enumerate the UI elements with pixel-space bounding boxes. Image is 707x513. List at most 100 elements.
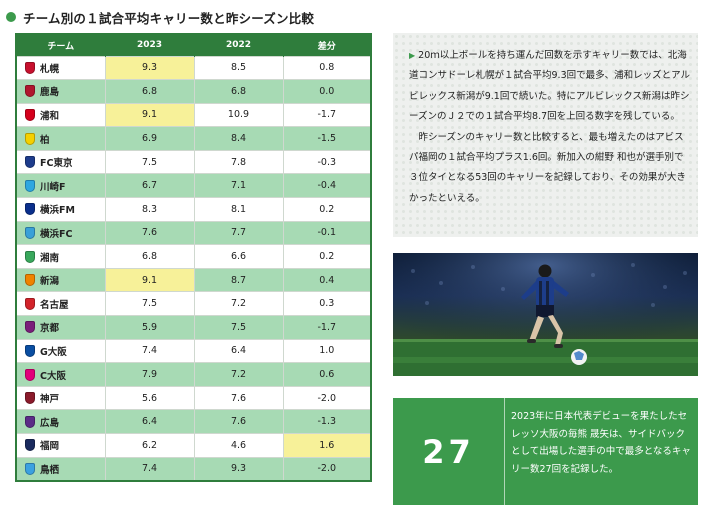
diff-cell: -1.3 [282,409,371,434]
team-cell: 湘南 [15,244,105,269]
value-2022-cell: 7.5 [193,315,283,340]
table-row: 横浜FC 7.6 7.7 -0.1 [15,220,371,245]
value-2023-cell: 9.3 [104,55,194,80]
team-crest-icon [25,297,35,310]
table-row: 札幌 9.3 8.5 0.8 [15,55,371,80]
stat-number-box: 27 [393,398,505,505]
diff-cell: 0.2 [282,244,371,269]
table-row: FC東京 7.5 7.8 -0.3 [15,149,371,174]
value-2023-cell: 6.8 [104,244,194,269]
value-2022-cell: 9.3 [193,456,283,481]
value-2022-cell: 7.2 [193,291,283,316]
value-2023-cell: 7.4 [104,338,194,363]
table-row: 名古屋 7.5 7.2 0.3 [15,291,371,316]
table-row: 神戸 5.6 7.6 -2.0 [15,385,371,410]
stat-number: 27 [422,432,475,471]
soccer-player-photo [393,253,698,376]
value-2022-cell: 7.7 [193,220,283,245]
value-2022-cell: 8.7 [193,267,283,292]
team-name: 京都 [40,323,60,335]
diff-cell: -0.1 [282,220,371,245]
value-2023-cell: 6.4 [104,409,194,434]
diff-cell: 0.2 [282,197,371,222]
team-crest-icon [25,156,35,169]
table-row: 京都 5.9 7.5 -1.7 [15,315,371,340]
team-name: C大阪 [40,370,66,382]
team-cell: C大阪 [15,362,105,387]
team-crest-icon [25,392,35,405]
team-crest-icon [25,321,35,334]
team-cell: 神戸 [15,385,105,410]
diff-cell: -2.0 [282,456,371,481]
team-cell: 広島 [15,409,105,434]
team-cell: FC東京 [15,149,105,174]
value-2023-cell: 7.6 [104,220,194,245]
diff-cell: -1.7 [282,315,371,340]
value-2022-cell: 6.4 [193,338,283,363]
diff-cell: 0.3 [282,291,371,316]
team-crest-icon [25,203,35,216]
value-2023-cell: 8.3 [104,197,194,222]
value-2022-cell: 4.6 [193,433,283,458]
table-row: 広島 6.4 7.6 -1.3 [15,409,371,434]
value-2023-cell: 5.6 [104,385,194,410]
team-crest-icon [25,368,35,381]
team-name: 広島 [40,417,60,429]
team-cell: 名古屋 [15,291,105,316]
value-2023-cell: 6.7 [104,173,194,198]
team-name: 横浜FC [40,228,73,240]
table-row: 湘南 6.8 6.6 0.2 [15,244,371,269]
team-name: 浦和 [40,110,60,122]
title-bullet-icon [6,12,16,22]
table-row: 鹿島 6.8 6.8 0.0 [15,79,371,104]
team-name: 新潟 [40,276,60,288]
team-cell: 川崎F [15,173,105,198]
team-cell: 柏 [15,126,105,151]
diff-cell: -0.3 [282,149,371,174]
value-2022-cell: 6.6 [193,244,283,269]
team-name: 川崎F [40,181,66,193]
photo-illustration [393,253,698,376]
value-2023-cell: 6.2 [104,433,194,458]
team-crest-icon [25,179,35,192]
team-name: FC東京 [40,158,73,170]
team-name: 鹿島 [40,87,60,99]
value-2023-cell: 6.9 [104,126,194,151]
team-crest-icon [25,250,35,263]
team-crest-icon [25,462,35,475]
team-name: 神戸 [40,394,60,406]
page-title: チーム別の１試合平均キャリー数と昨シーズン比較 [23,10,315,26]
value-2023-cell: 7.5 [104,149,194,174]
team-name: 札幌 [40,63,60,75]
team-cell: 札幌 [15,55,105,80]
value-2022-cell: 7.1 [193,173,283,198]
diff-cell: -2.0 [282,385,371,410]
team-name: 名古屋 [40,299,69,311]
value-2022-cell: 8.1 [193,197,283,222]
header-2023: 2023 [104,34,194,56]
value-2022-cell: 8.5 [193,55,283,80]
team-name: 湘南 [40,252,60,264]
table-row: 新潟 9.1 8.7 0.4 [15,267,371,292]
team-cell: 福岡 [15,433,105,458]
table-row: 柏 6.9 8.4 -1.5 [15,126,371,151]
team-cell: 鳥栖 [15,456,105,481]
article-panel: ▶ 20ｍ以上ボールを持ち運んだ回数を示すキャリー数では、北海道コンサドーレ札幌が… [393,33,698,237]
value-2023-cell: 7.9 [104,362,194,387]
title-row: チーム別の１試合平均キャリー数と昨シーズン比較 [6,6,314,28]
value-2022-cell: 7.2 [193,362,283,387]
value-2022-cell: 6.8 [193,79,283,104]
header-2022: 2022 [193,34,283,56]
value-2022-cell: 7.8 [193,149,283,174]
team-cell: 浦和 [15,102,105,127]
team-name: 福岡 [40,441,60,453]
diff-cell: 1.6 [282,433,371,458]
team-cell: 横浜FC [15,220,105,245]
diff-cell: -1.5 [282,126,371,151]
stat-description: 2023年に日本代表デビューを果たしたセレッソ大阪の毎熊 晟矢は、サイドバックと… [511,411,691,475]
table-row: 横浜FM 8.3 8.1 0.2 [15,197,371,222]
team-crest-icon [25,108,35,121]
team-crest-icon [25,274,35,287]
team-name: 柏 [40,134,50,146]
value-2023-cell: 5.9 [104,315,194,340]
